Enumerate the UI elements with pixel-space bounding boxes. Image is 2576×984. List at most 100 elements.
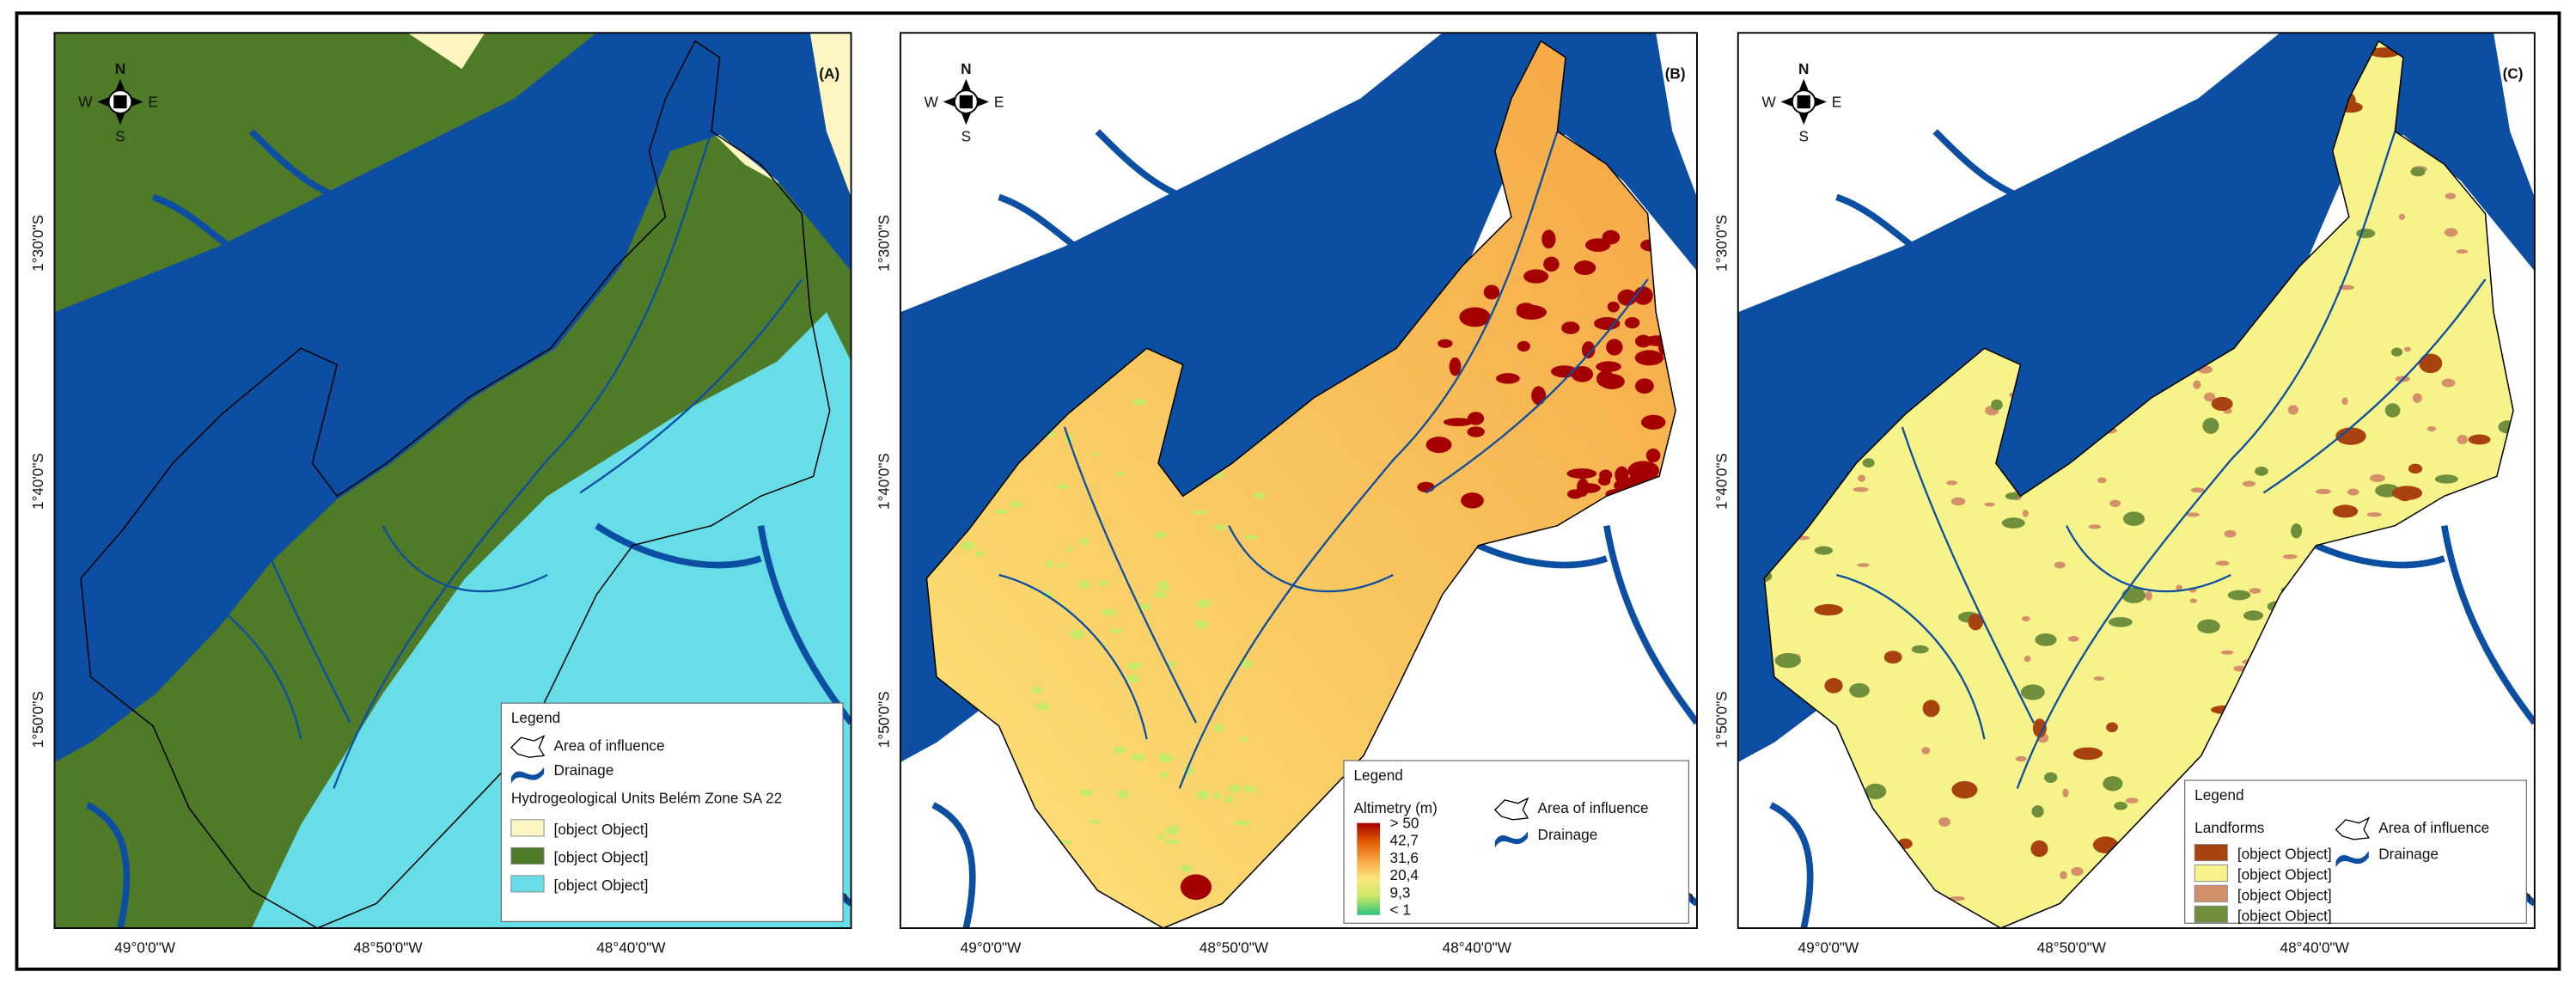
map-patch (1596, 361, 1621, 372)
map-patch (1240, 736, 1248, 742)
legend-ramp-label: 20,4 (1390, 866, 1419, 883)
map-patch (1566, 468, 1597, 479)
legend-symbol-label: Area of influence (2378, 819, 2489, 836)
drainage (333, 131, 713, 789)
map-patch (1853, 486, 1869, 492)
map-patch (2024, 655, 2031, 663)
map-patch (1126, 675, 1140, 684)
legend-ramp-label: > 50 (1390, 814, 1419, 831)
map-patch (2097, 477, 2107, 484)
map-patch (1449, 357, 1462, 376)
map-patch (1078, 580, 1090, 590)
compass: N S E W (78, 60, 158, 144)
legend-drainage-icon (2335, 851, 2369, 868)
legend-swatch (510, 875, 545, 893)
map-patch (2227, 590, 2251, 601)
map-patch (1088, 819, 1102, 824)
map-patch (1634, 378, 1654, 394)
map-patch (1627, 461, 1660, 480)
compass: N S E W (925, 60, 1004, 144)
map-patch (2071, 866, 2084, 877)
area-outline (1763, 40, 2514, 929)
map-patch (1127, 662, 1143, 670)
drainage (1769, 802, 1814, 929)
map-patch (2190, 487, 2205, 493)
legend-swatch (2194, 844, 2228, 862)
water-body (54, 33, 852, 762)
map-patch (1814, 603, 1843, 616)
map-patch (1196, 599, 1212, 608)
map-patch (1102, 608, 1117, 617)
map-patch (2366, 511, 2382, 517)
legend-box (500, 702, 844, 922)
map-patch (1065, 547, 1072, 552)
legend-box (1343, 760, 1689, 924)
map-patch (2005, 492, 2020, 500)
map-patch (2390, 347, 2403, 357)
map-patch (2220, 650, 2234, 655)
map-patch (1543, 256, 1560, 272)
legend: Legend Area of influence Drainage Landforms… (2184, 779, 2527, 924)
legend-ramp-title: Altimetry (m) (1353, 799, 1437, 816)
latitude-label: 1°50'0"S (1712, 691, 1730, 748)
map-patch (2419, 353, 2443, 374)
map-patch (2043, 772, 2058, 783)
map-patch (1213, 791, 1222, 799)
map-patch (2249, 588, 2262, 594)
map-border (53, 32, 852, 929)
map-patch (2341, 397, 2348, 406)
map-patch (1224, 795, 1234, 804)
compass-w: W (78, 93, 93, 110)
map-patch (2054, 561, 2066, 569)
longitude-label: 49°0'0"W (114, 939, 175, 956)
map-patch (1645, 448, 1661, 463)
map-patch (2224, 529, 2237, 538)
compass-n: N (961, 60, 971, 77)
map-patch (1634, 350, 1664, 366)
map-patch (1241, 659, 1254, 669)
map-patch (1157, 580, 1169, 590)
legend-class-label: [object Object] (2237, 846, 2332, 863)
map-patch (2022, 510, 2029, 517)
map-patch (1069, 629, 1085, 639)
map-patch (1242, 785, 1256, 793)
legend-outline-icon (510, 734, 546, 758)
study-area-fill (926, 40, 1676, 929)
map-patch (1606, 339, 1623, 356)
map-patch (1443, 418, 1474, 426)
map-patch (1858, 474, 1866, 482)
map-patch (1602, 229, 1621, 245)
map-patch (1193, 510, 1208, 515)
map-patch (2291, 523, 2303, 539)
map-patch (1865, 783, 1887, 799)
map-patch (1213, 724, 1225, 733)
legend-title: Legend (511, 709, 560, 726)
map-patch (2445, 193, 2457, 199)
panel-label: (C) (2503, 65, 2524, 83)
map-patch (1531, 386, 1547, 406)
map-patch (1132, 398, 1146, 406)
map-patch (2315, 488, 2332, 495)
map-patch (2030, 840, 2048, 858)
map-patch (2122, 511, 2146, 526)
map-panel: N S E W (C) 1°30'0"S 1°40'0"S 1°50'0"S 49°0'0"W 4… (1712, 32, 2536, 956)
drainage (595, 523, 762, 569)
map-patch (2072, 747, 2103, 761)
map-patch (1950, 497, 1966, 506)
legend-box (2184, 779, 2527, 924)
drainage (1425, 278, 1649, 494)
map-patch (2282, 554, 2298, 559)
figure-frame (15, 11, 2561, 971)
map-border (1737, 32, 2536, 929)
map-patch (1599, 374, 1625, 389)
legend-title: Legend (1353, 767, 1402, 784)
drainage (382, 525, 548, 593)
legend-group-title: Hydrogeological Units Belém Zone SA 22 (511, 790, 782, 807)
map-patch (1523, 269, 1549, 284)
map-patch (1516, 303, 1535, 316)
compass: N S E W (1761, 60, 1841, 144)
legend-symbol-label: Drainage (1538, 826, 1598, 843)
map (1737, 33, 2535, 929)
map-patch (2211, 396, 2233, 411)
map (900, 33, 1697, 929)
